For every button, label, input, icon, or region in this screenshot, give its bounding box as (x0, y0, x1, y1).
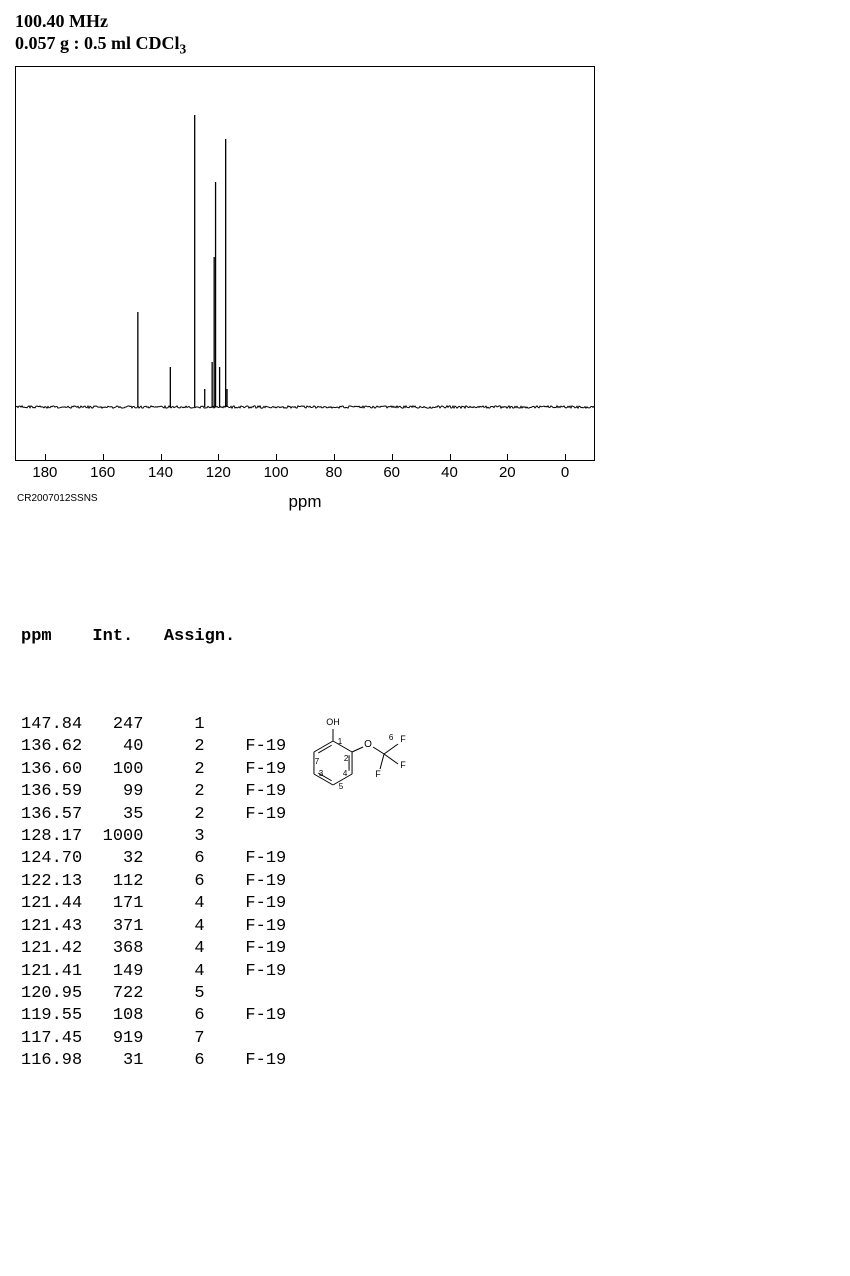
axis-tick: 180 (25, 460, 65, 481)
x-axis-ticks: 180 160 140 120 100 80 60 40 20 0 (16, 460, 594, 488)
header-sample: 0.057 g : 0.5 ml CDCl3 (15, 33, 835, 58)
svg-text:F: F (400, 760, 406, 770)
axis-tick: 160 (83, 460, 123, 481)
table-header: ppm Int. Assign. (21, 626, 835, 648)
svg-text:1: 1 (338, 737, 343, 746)
svg-text:F: F (375, 769, 381, 779)
molecule-svg: 127345OHO6FFF (295, 708, 455, 818)
svg-text:3: 3 (319, 769, 324, 778)
peak-table: ppm Int. Assign. 147.84 247 1 136.62 40 … (21, 582, 835, 1096)
axis-tick: 40 (430, 460, 470, 481)
header-frequency: 100.40 MHz (15, 11, 835, 32)
sample-text: 0.057 g : 0.5 ml CDCl (15, 33, 180, 53)
x-axis-label: ppm (16, 492, 594, 512)
axis-tick: 120 (198, 460, 238, 481)
axis-tick: 140 (141, 460, 181, 481)
svg-text:4: 4 (343, 769, 348, 778)
svg-text:OH: OH (326, 717, 340, 727)
svg-text:6: 6 (389, 733, 394, 742)
svg-text:2: 2 (344, 754, 349, 763)
spectrum-svg (16, 67, 594, 460)
svg-text:5: 5 (339, 782, 344, 791)
axis-tick: 80 (314, 460, 354, 481)
svg-text:O: O (364, 739, 372, 750)
sample-sub: 3 (180, 42, 187, 57)
axis-tick: 0 (545, 460, 585, 481)
frequency-text: 100.40 MHz (15, 11, 108, 31)
spectrum-chart: 180160140120100806040200 ppm (15, 66, 595, 461)
molecule-structure: 127345OHO6FFF (295, 708, 455, 818)
axis-tick: 20 (487, 460, 527, 481)
svg-text:F: F (400, 734, 406, 744)
axis-tick: 100 (256, 460, 296, 481)
svg-text:7: 7 (315, 757, 320, 766)
axis-tick: 60 (372, 460, 412, 481)
